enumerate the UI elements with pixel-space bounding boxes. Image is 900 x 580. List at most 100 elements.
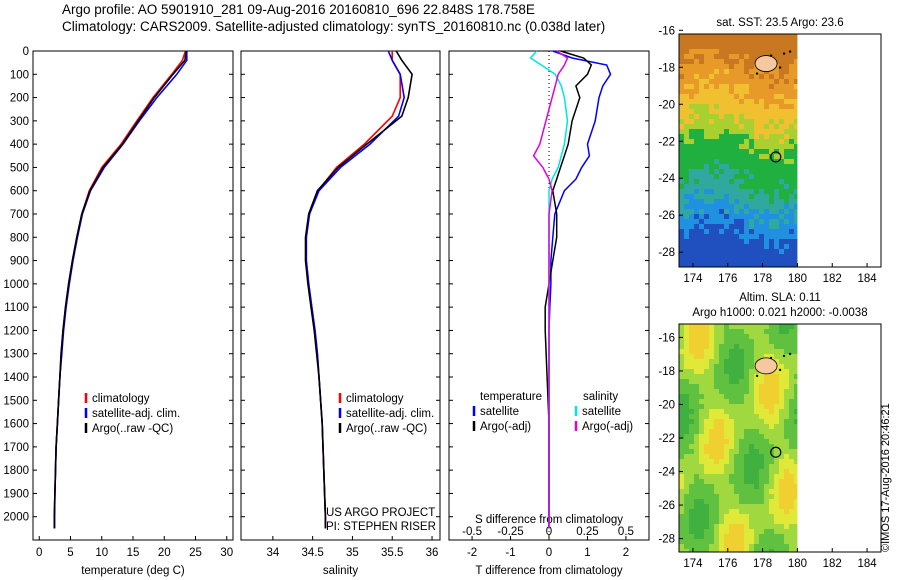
sla-map-cell [759,329,764,334]
sst-map-cell [689,189,694,194]
sst-map-cell [684,249,689,254]
sst-map-cell [774,89,779,94]
sla-map-cell [784,364,789,369]
sla-map-cell [769,509,774,514]
sla-map-cell [749,409,754,414]
sst-map-cell [789,124,794,129]
sla-map-cell [764,489,769,494]
temperature-legend-label: climatology [92,393,150,405]
sst-map-cell [789,154,794,159]
sla-map-cell [789,449,794,454]
sla-map-cell [794,479,798,484]
sst-map-cell [709,154,714,159]
sla-map-cell [699,339,704,344]
sst-map-cell [724,104,729,109]
sst-map-cell [789,144,794,149]
sst-map-cell [684,64,689,69]
sla-map-cell [754,449,759,454]
sst-map-cell [754,94,759,99]
sla-map-cell [719,339,724,344]
x-tick-label: 1 [584,547,590,559]
sla-map-cell [749,539,754,544]
sla-map-cell [709,479,714,484]
sst-map-cell [759,194,764,199]
sla-map-cell [779,339,784,344]
sst-map-cell [744,264,749,267]
sla-map-cell [724,539,729,544]
sst-map-cell [759,189,764,194]
sla-map-cell [784,369,789,374]
sla-map-cell [699,454,704,459]
sla-map-cell [689,519,694,524]
sla-map-cell [744,469,749,474]
sla-map-cell [699,444,704,449]
sst-map-cell [729,224,734,229]
sla-map-cell [739,369,744,374]
sst-map-cell [689,94,694,99]
sla-map-cell [719,324,724,329]
sst-map-cell [679,124,684,129]
sst-map-cell [764,119,769,124]
x-tick-label: -1 [505,547,515,559]
sla-map-cell [774,544,779,549]
sla-map-cell [694,394,699,399]
sst-map-cell [699,99,704,104]
sla-map-cell [704,484,709,489]
sla-map-cell [714,464,719,469]
sst-map-cell [724,84,729,89]
sst-map-cell [724,254,729,259]
sla-map-cell [699,424,704,429]
sla-map-cell [759,524,764,529]
sla-map-cell [704,404,709,409]
sla-map-cell [784,409,789,414]
sla-map-cell [679,379,684,384]
salinity-legend-label: Argo(..raw -QC) [346,423,427,435]
sla-map-cell [759,419,764,424]
sst-map-cell [794,119,798,124]
sst-map-cell [734,164,739,169]
sst-map-cell [794,169,798,174]
sla-map-cell [724,354,729,359]
sst-map-cell [724,124,729,129]
sst-map-cell [694,44,699,49]
sst-map-cell [789,239,794,244]
islet-dot [782,52,786,55]
sla-map-cell [689,464,694,469]
sst-map-cell [794,109,798,114]
sla-map-cell [709,359,714,364]
sla-map-cell [684,354,689,359]
sst-map-cell [694,89,699,94]
sst-map-cell [774,84,779,89]
sla-map-cell [749,354,754,359]
sla-map-cell [729,329,734,334]
sst-map-cell [759,104,764,109]
sla-map-cell [714,439,719,444]
sst-map-cell [699,54,704,59]
sst-map-cell [684,219,689,224]
sst-map-cell [769,79,774,84]
sla-map-cell [714,369,719,374]
sla-map-cell [694,414,699,419]
sst-map-cell [744,89,749,94]
sla-map-cell [699,384,704,389]
sst-map-cell [689,54,694,59]
sst-map-cell [689,44,694,49]
sla-map-cell [699,434,704,439]
sla-map-cell [699,474,704,479]
sst-map-cell [734,79,739,84]
sla-map-cell [789,389,794,394]
sst-map-cell [764,239,769,244]
sla-map-cell [739,364,744,369]
sla-map-cell [699,364,704,369]
sst-map-cell [719,139,724,144]
sst-map-cell [764,229,769,234]
sla-map-cell [779,499,784,504]
sst-map-cell [749,169,754,174]
sla-map-cell [704,489,709,494]
sst-map-cell [739,74,744,79]
sla-map-cell [729,324,734,329]
sla-map-cell [769,514,774,519]
sla-map-cell [724,464,729,469]
sst-map-cell [684,119,689,124]
sst-map-cell [774,109,779,114]
